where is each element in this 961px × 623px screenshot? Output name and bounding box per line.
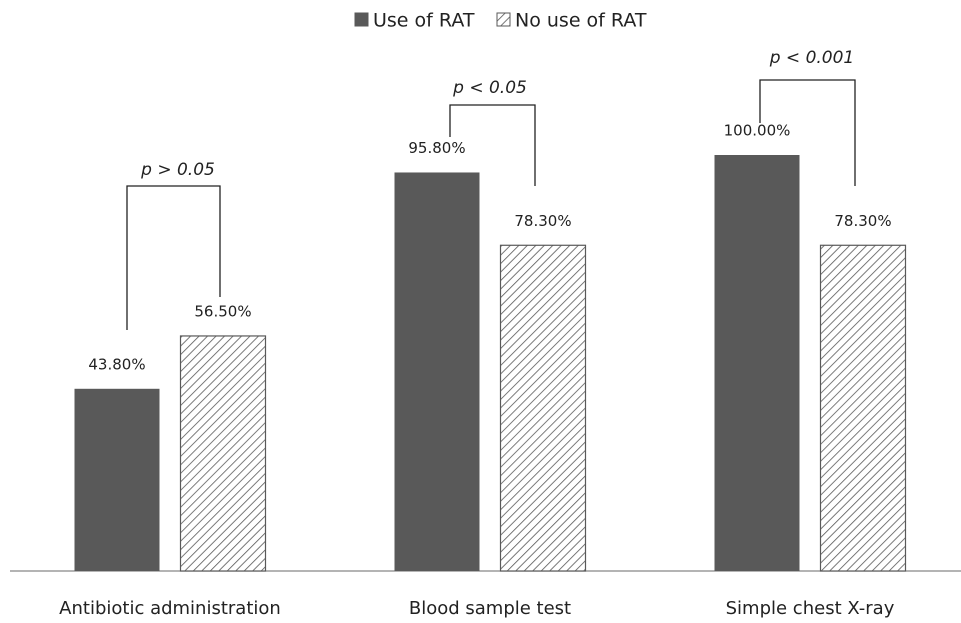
legend-swatch — [354, 12, 369, 27]
bracket — [759, 79, 856, 186]
legend-label: No use of RAT — [515, 10, 647, 32]
value-label: 78.30% — [834, 212, 891, 230]
significance-note: p < 0.05 — [452, 78, 527, 98]
bracket — [449, 104, 536, 186]
legend: Use of RAT No use of RAT — [354, 10, 647, 32]
value-label: 43.80% — [88, 355, 145, 373]
significance-note: p < 0.001 — [769, 48, 855, 68]
bracket — [126, 185, 221, 330]
bar — [819, 244, 907, 572]
bar — [179, 335, 267, 572]
value-label: 100.00% — [724, 122, 791, 140]
bar — [499, 244, 587, 572]
legend-swatch — [496, 12, 511, 27]
significance-note: p > 0.05 — [140, 160, 215, 180]
x-tick-label: Antibiotic administration — [59, 598, 281, 619]
bar — [714, 155, 800, 571]
value-label: 56.50% — [194, 302, 251, 320]
bar — [394, 172, 480, 572]
x-tick-label: Simple chest X-ray — [726, 598, 895, 619]
bar — [74, 388, 160, 571]
x-tick-label: Blood sample test — [409, 598, 571, 619]
value-label: 95.80% — [408, 139, 465, 157]
value-label: 78.30% — [514, 212, 571, 230]
legend-label: Use of RAT — [373, 10, 475, 32]
